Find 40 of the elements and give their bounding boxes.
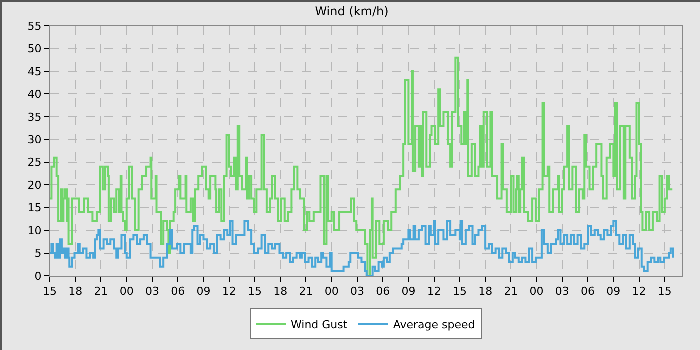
x-tick-label: 15 bbox=[452, 285, 467, 298]
y-tick-label: 50 bbox=[28, 42, 42, 56]
x-tick-label: 03 bbox=[350, 285, 364, 298]
x-tick-label: 21 bbox=[94, 285, 108, 298]
y-tick-label: 35 bbox=[28, 110, 42, 124]
x-tick-label: 06 bbox=[376, 285, 390, 298]
y-tick-label: 55 bbox=[28, 20, 42, 33]
y-tick-label: 10 bbox=[28, 224, 42, 238]
x-tick-label: 21 bbox=[299, 285, 314, 298]
y-tick-label: 45 bbox=[28, 65, 42, 78]
x-tick-label: 03 bbox=[145, 285, 160, 298]
x-tick-label: 15 bbox=[43, 285, 57, 298]
chart-title: Wind (km/h) bbox=[315, 4, 389, 19]
y-tick-label: 30 bbox=[28, 133, 42, 146]
x-tick-label: 00 bbox=[324, 285, 339, 298]
y-tick-label: 20 bbox=[28, 178, 42, 192]
legend-label: Wind Gust bbox=[291, 318, 348, 332]
x-tick-label: 00 bbox=[120, 285, 134, 298]
x-tick-label: 18 bbox=[68, 285, 83, 298]
x-tick-label: 00 bbox=[530, 285, 544, 298]
x-tick-label: 09 bbox=[402, 285, 416, 298]
x-tick-label: 12 bbox=[222, 285, 236, 298]
legend-label: Average speed bbox=[393, 318, 476, 332]
x-tick-label: 06 bbox=[171, 285, 186, 298]
x-tick-label: 09 bbox=[196, 285, 211, 298]
x-tick-label: 18 bbox=[274, 285, 288, 298]
x-tick-label: 18 bbox=[478, 285, 493, 298]
x-tick-label: 03 bbox=[555, 285, 570, 298]
y-tick-label: 5 bbox=[34, 247, 42, 260]
y-tick-label: 40 bbox=[28, 88, 42, 102]
x-tick-label: 06 bbox=[581, 285, 596, 298]
y-tick-label: 0 bbox=[34, 270, 42, 283]
x-tick-label: 15 bbox=[658, 285, 672, 298]
x-tick-label: 09 bbox=[606, 285, 621, 298]
x-tick-label: 21 bbox=[504, 285, 518, 298]
y-tick-label: 15 bbox=[28, 202, 42, 215]
x-tick-label: 12 bbox=[427, 285, 442, 298]
x-tick-label: 15 bbox=[248, 285, 262, 298]
y-tick-label: 25 bbox=[28, 156, 42, 170]
x-tick-label: 12 bbox=[632, 285, 646, 298]
